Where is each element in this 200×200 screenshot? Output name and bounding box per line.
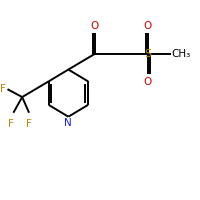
Text: O: O (91, 21, 99, 31)
Text: CH₃: CH₃ (172, 49, 191, 59)
Text: N: N (64, 118, 72, 128)
Text: F: F (8, 119, 14, 129)
Text: S: S (144, 49, 151, 59)
Text: O: O (144, 21, 152, 31)
Text: F: F (26, 119, 32, 129)
Text: F: F (0, 84, 6, 94)
Text: O: O (144, 77, 152, 87)
